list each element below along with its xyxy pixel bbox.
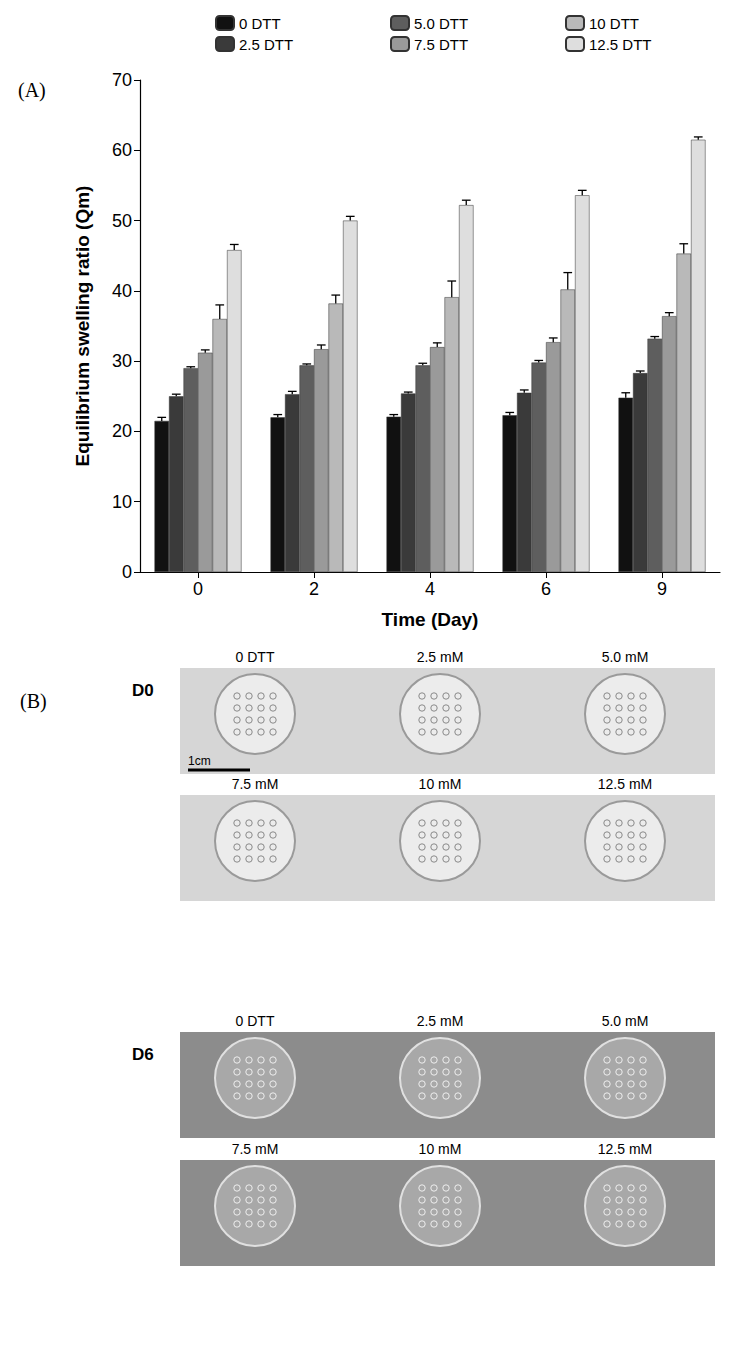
svg-text:4: 4 xyxy=(425,579,435,599)
svg-text:10: 10 xyxy=(112,492,132,512)
svg-text:0 DTT: 0 DTT xyxy=(236,1013,275,1029)
svg-text:9: 9 xyxy=(657,579,667,599)
svg-text:50: 50 xyxy=(112,211,132,231)
svg-text:70: 70 xyxy=(112,70,132,90)
svg-text:2.5 DTT: 2.5 DTT xyxy=(239,36,293,53)
svg-text:0 DTT: 0 DTT xyxy=(239,15,281,32)
svg-text:Equilibrium swelling ratio (Qm: Equilibrium swelling ratio (Qm) xyxy=(72,186,93,467)
svg-text:12.5 DTT: 12.5 DTT xyxy=(589,36,652,53)
svg-text:0: 0 xyxy=(193,579,203,599)
svg-text:0 DTT: 0 DTT xyxy=(236,649,275,665)
svg-text:40: 40 xyxy=(112,281,132,301)
svg-text:D6: D6 xyxy=(132,1045,154,1064)
svg-text:5.0 DTT: 5.0 DTT xyxy=(414,15,468,32)
svg-text:2.5 mM: 2.5 mM xyxy=(417,1013,464,1029)
svg-text:D0: D0 xyxy=(132,681,154,700)
svg-text:12.5 mM: 12.5 mM xyxy=(598,1141,652,1157)
svg-text:2.5 mM: 2.5 mM xyxy=(417,649,464,665)
svg-text:12.5 mM: 12.5 mM xyxy=(598,776,652,792)
svg-text:10 mM: 10 mM xyxy=(419,1141,462,1157)
svg-text:10 DTT: 10 DTT xyxy=(589,15,639,32)
svg-text:6: 6 xyxy=(541,579,551,599)
svg-text:60: 60 xyxy=(112,140,132,160)
svg-text:2: 2 xyxy=(309,579,319,599)
svg-text:Time (Day): Time (Day) xyxy=(382,609,479,630)
svg-text:5.0 mM: 5.0 mM xyxy=(602,1013,649,1029)
svg-text:7.5 mM: 7.5 mM xyxy=(232,776,279,792)
svg-text:30: 30 xyxy=(112,351,132,371)
svg-text:0: 0 xyxy=(122,562,132,582)
svg-text:5.0 mM: 5.0 mM xyxy=(602,649,649,665)
svg-text:(A): (A) xyxy=(18,79,46,102)
svg-text:(B): (B) xyxy=(20,690,47,713)
svg-text:7.5 mM: 7.5 mM xyxy=(232,1141,279,1157)
svg-text:10 mM: 10 mM xyxy=(419,776,462,792)
svg-text:1cm: 1cm xyxy=(188,754,211,768)
svg-text:7.5 DTT: 7.5 DTT xyxy=(414,36,468,53)
svg-text:20: 20 xyxy=(112,421,132,441)
